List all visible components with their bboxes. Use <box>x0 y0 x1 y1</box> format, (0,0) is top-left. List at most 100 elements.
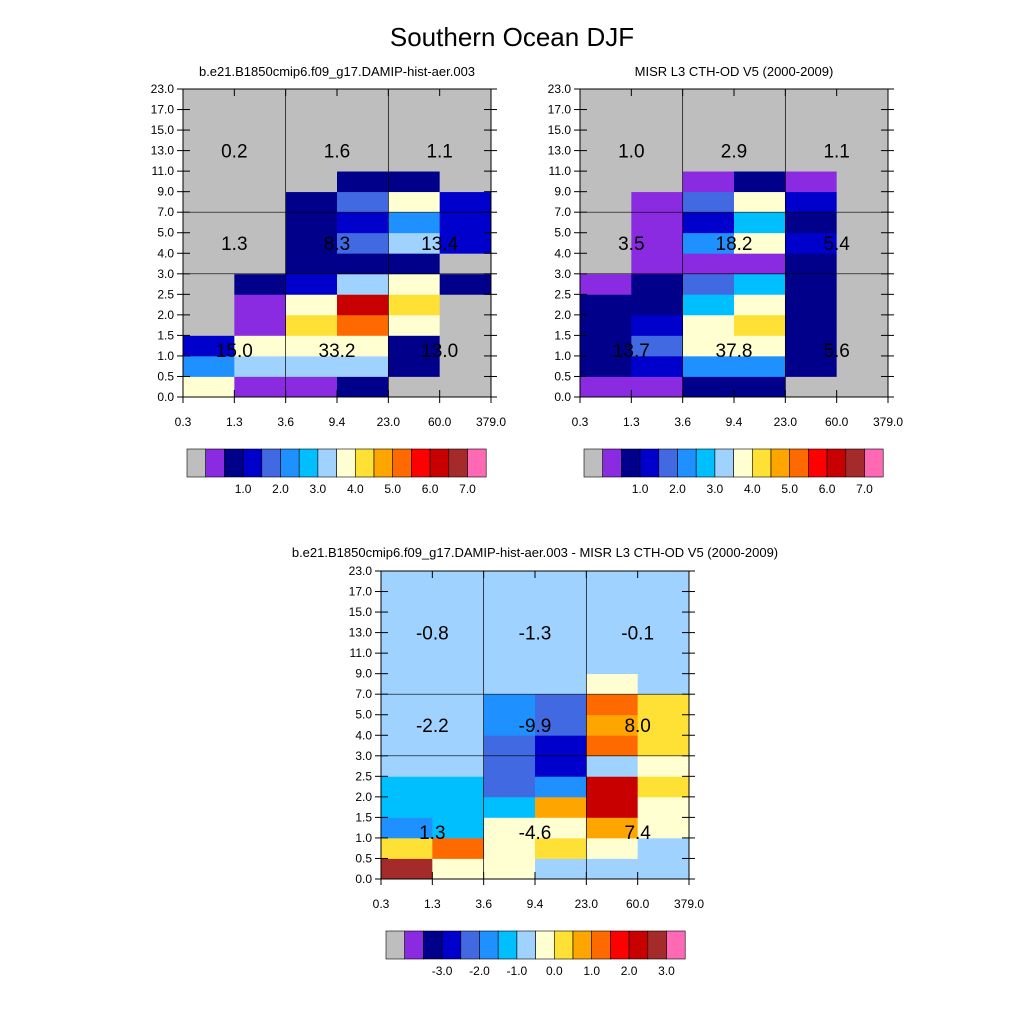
heatmap-cell <box>586 837 639 859</box>
heatmap-cell <box>785 109 838 131</box>
heatmap-cell <box>234 294 287 316</box>
x-tick-label: 23.0 <box>575 897 599 911</box>
heatmap-cell <box>381 694 433 716</box>
heatmap-cell <box>682 273 735 295</box>
heatmap-cell <box>637 837 690 859</box>
heatmap-cell <box>631 109 684 131</box>
colorbar-swatch <box>845 448 865 478</box>
heatmap-cell <box>337 314 389 336</box>
heatmap-cell <box>439 294 492 316</box>
colorbar-swatch <box>516 930 536 960</box>
colorbar-swatch <box>205 448 225 478</box>
y-tick-label: 7.0 <box>355 687 372 701</box>
heatmap-cell <box>535 612 587 633</box>
heatmap-cell <box>285 232 338 254</box>
heatmap-cell <box>483 776 536 798</box>
y-tick-label: 13.0 <box>349 626 373 640</box>
region-total-label: 33.2 <box>319 341 356 362</box>
colorbar-swatch <box>441 930 462 960</box>
heatmap-cell <box>580 355 632 377</box>
heatmap-cell <box>388 335 441 357</box>
heatmap-cell <box>285 335 338 357</box>
heatmap-cell <box>388 355 441 377</box>
heatmap-cell <box>836 355 889 377</box>
heatmap-cell <box>734 232 786 254</box>
heatmap-cell <box>836 273 889 295</box>
heatmap-cell <box>381 735 433 757</box>
y-tick-label: 1.5 <box>157 328 174 342</box>
heatmap-cell <box>381 837 433 859</box>
heatmap-cell <box>535 817 587 839</box>
heatmap-cell <box>183 171 235 193</box>
heatmap-cell <box>285 212 338 234</box>
colorbar: 1.0 2.0 3.0 4.0 5.0 6.0 7.0 <box>583 448 884 496</box>
heatmap-cell <box>483 673 536 695</box>
region-total-label: 13.4 <box>421 234 458 255</box>
heatmap-cell <box>637 694 690 716</box>
heatmap-cell <box>586 571 639 592</box>
heatmap-cell <box>234 212 287 234</box>
heatmap-cell <box>285 294 338 316</box>
heatmap-cell <box>580 294 632 316</box>
heatmap-cell <box>836 130 889 151</box>
y-tick-label: 7.0 <box>554 205 571 219</box>
heatmap-cell <box>535 755 587 777</box>
colorbar-label: 5.0 <box>781 482 798 496</box>
y-tick-label: 1.0 <box>157 349 174 363</box>
heatmap-cell <box>682 171 735 193</box>
heatmap-cell <box>637 714 690 736</box>
heatmap-cell <box>586 776 639 798</box>
y-tick-label: 13.0 <box>548 144 572 158</box>
heatmap-cell <box>234 376 287 398</box>
heatmap-cell <box>682 89 735 110</box>
x-tick-label: 0.3 <box>175 415 192 429</box>
heatmap-cell <box>734 212 786 234</box>
region-total-label: 8.0 <box>624 716 650 737</box>
x-tick-label: 9.4 <box>527 897 544 911</box>
heatmap-cell <box>580 171 632 193</box>
heatmap-cell <box>836 89 889 110</box>
heatmap-cell <box>836 335 889 357</box>
heatmap-cell <box>535 714 587 736</box>
y-tick-label: 4.0 <box>554 246 571 260</box>
colorbar-label: 2.0 <box>669 482 686 496</box>
heatmap-cell <box>836 232 889 254</box>
heatmap-cell <box>631 294 684 316</box>
heatmap-cell <box>381 632 433 654</box>
heatmap-cell <box>785 376 838 398</box>
heatmap-cell <box>439 273 492 295</box>
colorbar-label: -2.0 <box>469 964 490 978</box>
heatmap-cell <box>785 273 838 295</box>
heatmap-cell <box>637 755 690 777</box>
heatmap-cell <box>836 150 889 172</box>
heatmap-cell <box>483 837 536 859</box>
heatmap-cell <box>285 109 338 131</box>
heatmap-cell <box>483 653 536 675</box>
heatmap-cell <box>682 376 735 398</box>
colorbar-swatch <box>826 448 847 478</box>
colorbar-swatch <box>404 930 424 960</box>
y-tick-label: 5.0 <box>157 226 174 240</box>
region-total-label: 7.4 <box>624 823 651 844</box>
colorbar-swatch <box>224 448 244 478</box>
colorbar-swatch <box>280 448 300 478</box>
x-tick-label: 9.4 <box>726 415 743 429</box>
colorbar-swatch <box>621 448 641 478</box>
x-tick-label: 379.0 <box>476 415 506 429</box>
colorbar-swatch <box>591 930 611 960</box>
x-tick-label: 0.3 <box>373 897 390 911</box>
heatmap-cell <box>785 212 838 234</box>
region-total-label: 1.1 <box>426 142 452 163</box>
heatmap-cell <box>535 653 587 675</box>
y-tick-label: 1.0 <box>355 831 372 845</box>
heatmap-cell <box>535 858 587 880</box>
heatmap-cell <box>439 150 492 172</box>
y-tick-label: 2.5 <box>157 287 174 301</box>
colorbar-swatch <box>392 448 412 478</box>
y-tick-label: 0.5 <box>355 851 372 865</box>
heatmap-cell <box>586 735 639 757</box>
heatmap-cell <box>439 109 492 131</box>
heatmap-cell <box>682 212 735 234</box>
heatmap-cell <box>637 591 690 613</box>
